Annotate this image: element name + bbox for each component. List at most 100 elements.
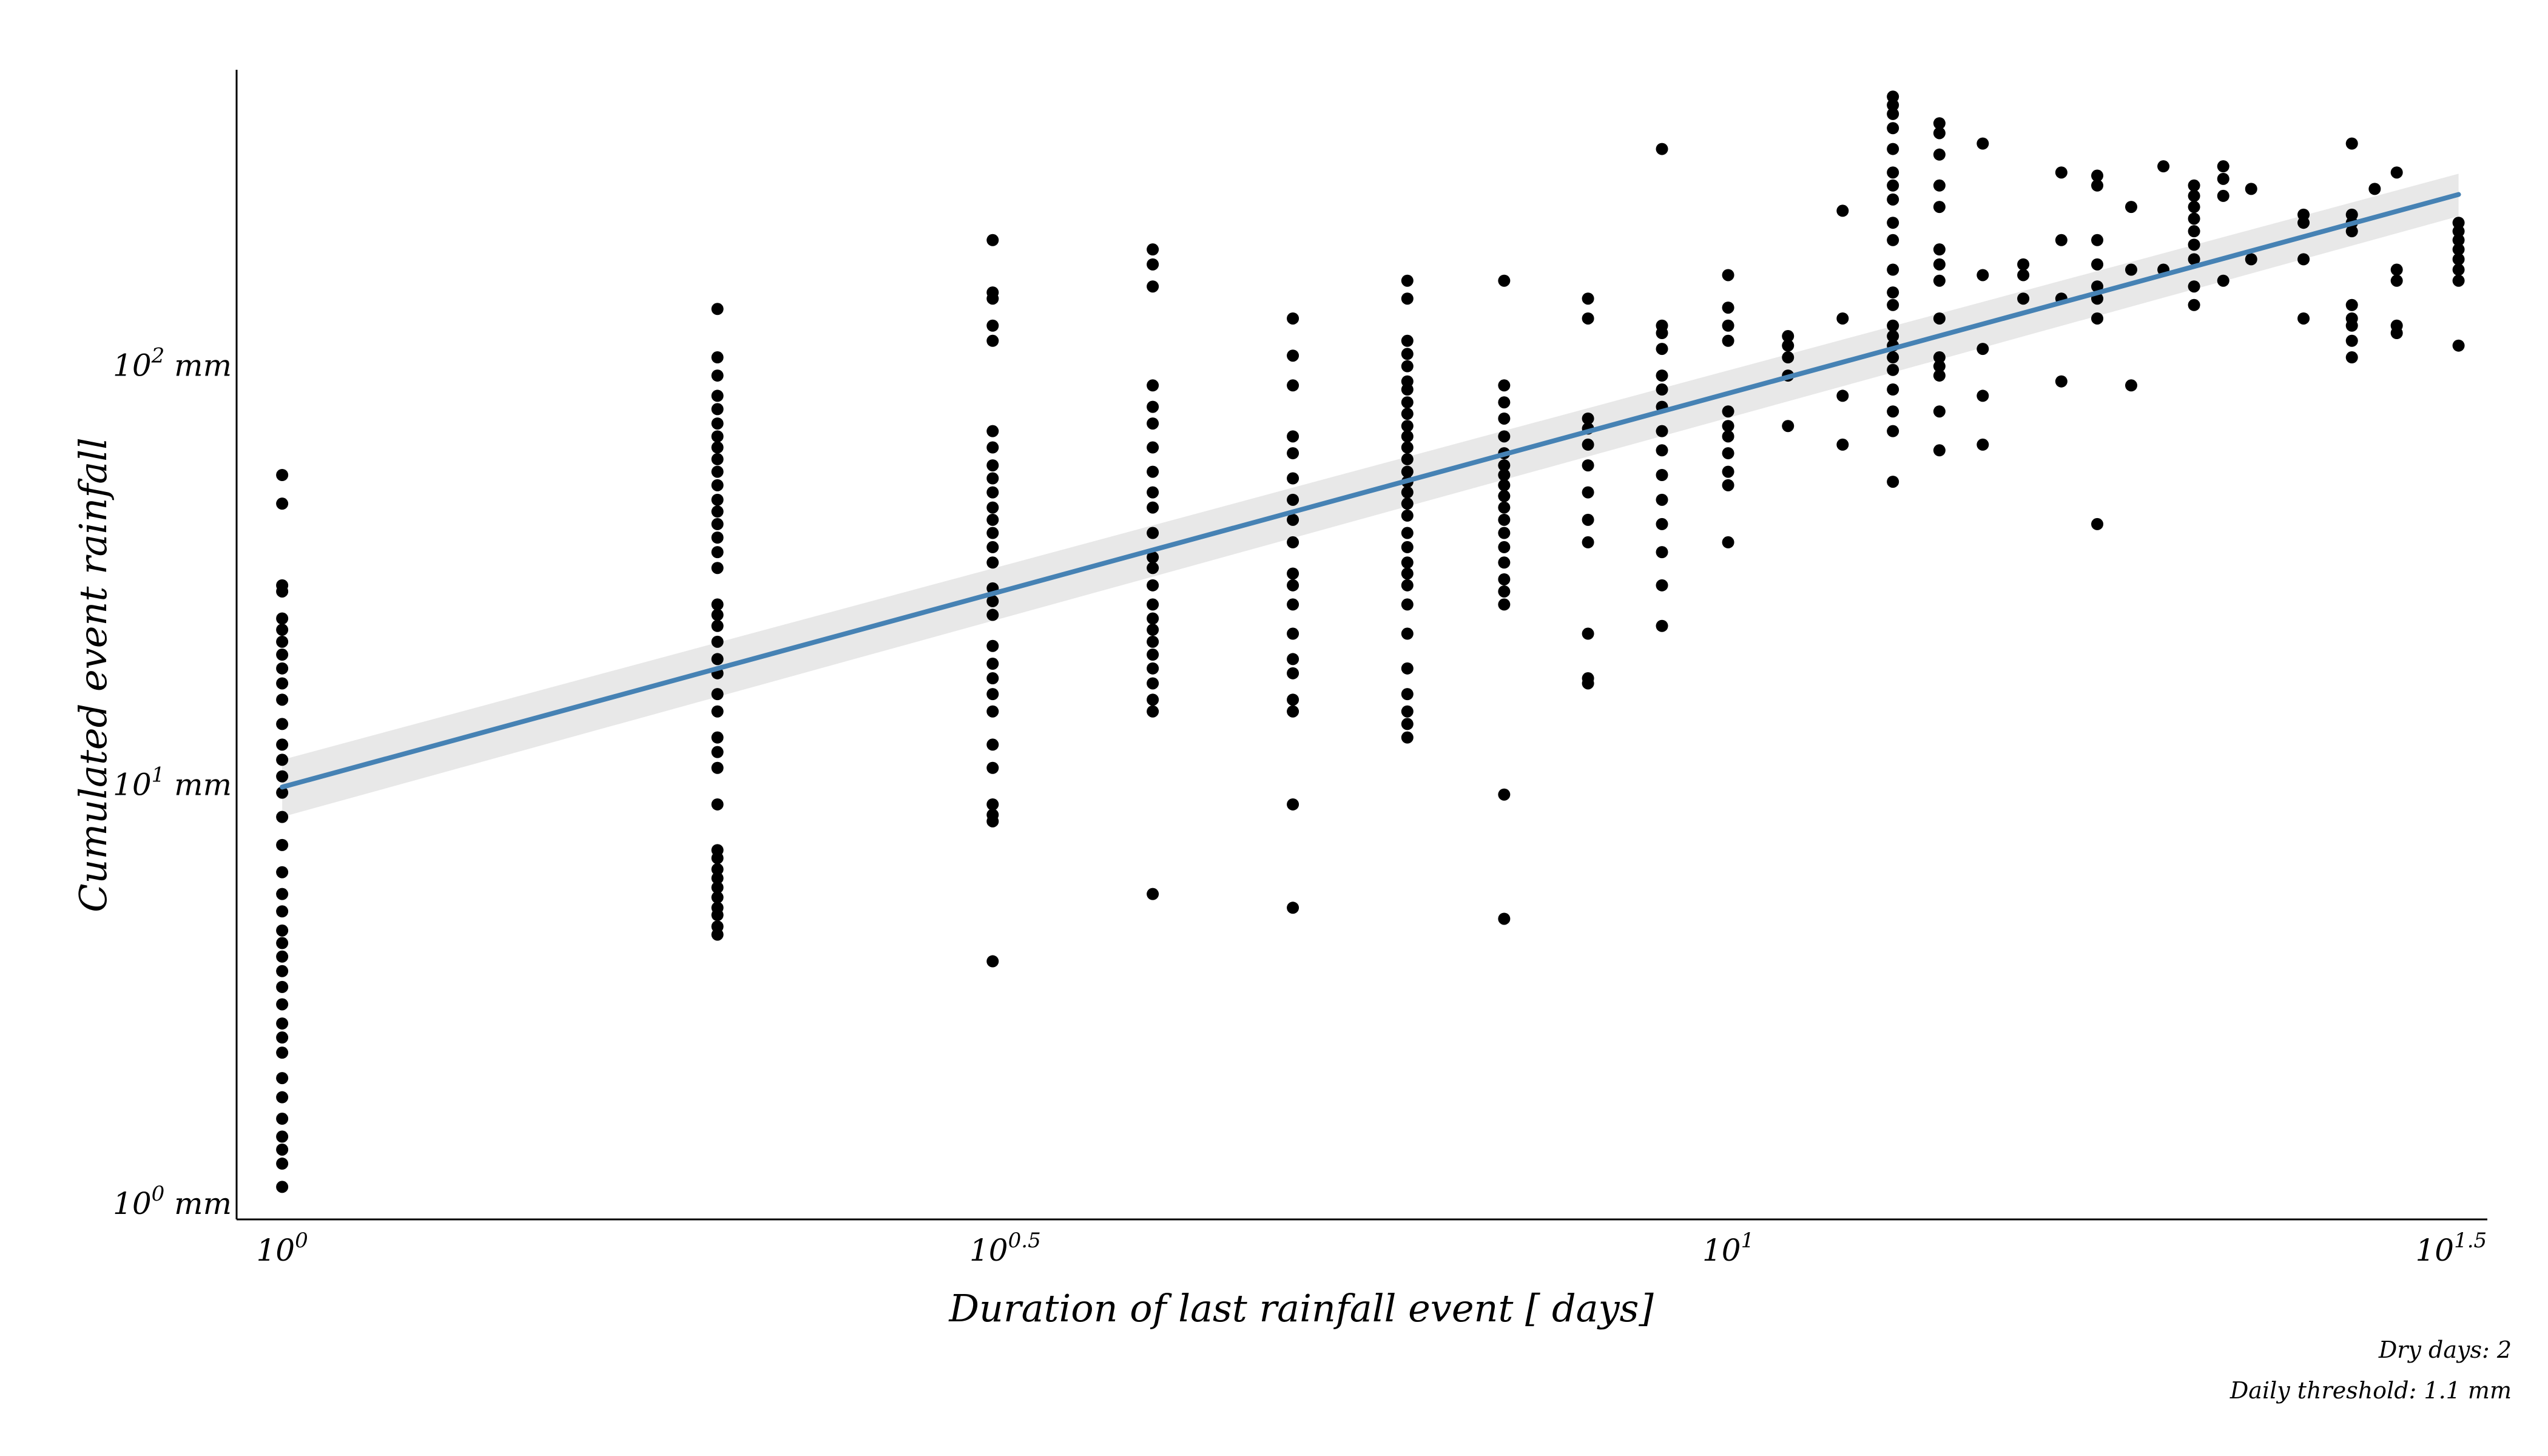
data-point xyxy=(276,924,289,937)
data-point xyxy=(1977,438,1989,451)
data-point xyxy=(1401,334,1414,347)
data-point xyxy=(1147,888,1159,900)
data-point xyxy=(2452,225,2465,238)
data-point xyxy=(1887,383,1899,396)
x-tick-label: 100 xyxy=(256,1228,308,1268)
data-point xyxy=(986,472,999,485)
data-point xyxy=(1401,375,1414,388)
data-point xyxy=(276,1158,289,1170)
data-point xyxy=(1287,579,1299,592)
data-point xyxy=(276,1046,289,1059)
data-point xyxy=(1287,513,1299,526)
y-tick-label: 102 mm xyxy=(113,344,232,383)
data-point xyxy=(1147,635,1159,648)
x-tick-label: 100.5 xyxy=(969,1228,1041,1268)
data-point xyxy=(1498,490,1511,502)
data-point xyxy=(276,1181,289,1193)
data-point xyxy=(1933,179,1946,192)
data-point xyxy=(2345,225,2358,238)
data-point xyxy=(1887,90,1899,103)
data-point xyxy=(276,718,289,730)
data-point xyxy=(711,844,724,857)
x-tick-label: 101 xyxy=(1702,1228,1754,1268)
data-point xyxy=(276,1031,289,1044)
data-point xyxy=(986,513,999,526)
data-point xyxy=(276,1091,289,1104)
y-tick-label: 100 mm xyxy=(113,1182,232,1221)
data-point xyxy=(986,334,999,347)
data-point xyxy=(1287,705,1299,718)
data-point xyxy=(2017,258,2030,271)
data-point xyxy=(986,486,999,499)
data-point xyxy=(1887,193,1899,206)
data-point xyxy=(276,612,289,625)
data-point xyxy=(1722,405,1734,418)
data-point xyxy=(1401,420,1414,433)
data-point xyxy=(1582,459,1594,472)
data-point xyxy=(1147,693,1159,706)
data-point xyxy=(2055,166,2068,179)
data-point xyxy=(1887,107,1899,120)
data-point xyxy=(2055,234,2068,246)
data-point xyxy=(1401,718,1414,730)
data-point xyxy=(1498,501,1511,514)
data-point xyxy=(1887,143,1899,155)
data-point xyxy=(711,465,724,478)
data-point xyxy=(1287,472,1299,485)
data-point xyxy=(711,453,724,465)
data-point xyxy=(1401,396,1414,409)
data-point xyxy=(711,635,724,648)
data-point xyxy=(276,579,289,592)
data-point xyxy=(1287,902,1299,914)
data-point xyxy=(1498,430,1511,443)
data-point xyxy=(1498,396,1511,409)
data-point xyxy=(276,1130,289,1143)
data-point xyxy=(2452,234,2465,246)
data-point xyxy=(1782,330,1795,343)
data-point xyxy=(1933,312,1946,325)
data-point xyxy=(2452,243,2465,256)
data-point xyxy=(1401,486,1414,499)
data-point xyxy=(986,556,999,569)
data-point xyxy=(2345,351,2358,364)
data-point xyxy=(1722,269,1734,281)
data-point xyxy=(1933,243,1946,256)
data-point xyxy=(1498,573,1511,585)
data-point xyxy=(2452,274,2465,287)
data-point xyxy=(1887,351,1899,364)
data-point xyxy=(1401,567,1414,580)
x-tick-labels: 100 100.5 101 101.5 xyxy=(256,1228,2487,1268)
data-point xyxy=(1977,389,1989,402)
data-point xyxy=(1401,274,1414,287)
data-point xyxy=(1401,556,1414,569)
data-point xyxy=(986,658,999,670)
data-point xyxy=(1498,556,1511,569)
data-point xyxy=(1401,731,1414,744)
data-point xyxy=(1147,441,1159,454)
data-point xyxy=(1582,412,1594,425)
data-point xyxy=(2188,201,2200,214)
data-point xyxy=(1498,412,1511,425)
data-point xyxy=(1656,546,1668,559)
data-point xyxy=(711,619,724,632)
data-point xyxy=(1287,693,1299,706)
data-point xyxy=(1287,447,1299,460)
data-point xyxy=(1147,243,1159,256)
data-point xyxy=(1498,459,1511,472)
data-point xyxy=(986,809,999,821)
data-point xyxy=(2017,292,2030,305)
data-point xyxy=(1401,348,1414,360)
data-point xyxy=(1582,672,1594,685)
data-point xyxy=(1656,369,1668,382)
data-point xyxy=(1722,319,1734,332)
data-point xyxy=(986,541,999,553)
data-point xyxy=(1836,204,1849,217)
dry-days-caption: Dry days: 2 xyxy=(2378,1336,2512,1363)
data-point xyxy=(1887,405,1899,418)
data-point xyxy=(1498,513,1511,526)
data-point xyxy=(1401,465,1414,478)
data-point xyxy=(2157,160,2170,173)
data-point xyxy=(1782,351,1795,364)
data-point xyxy=(1147,501,1159,514)
data-point xyxy=(1656,343,1668,356)
